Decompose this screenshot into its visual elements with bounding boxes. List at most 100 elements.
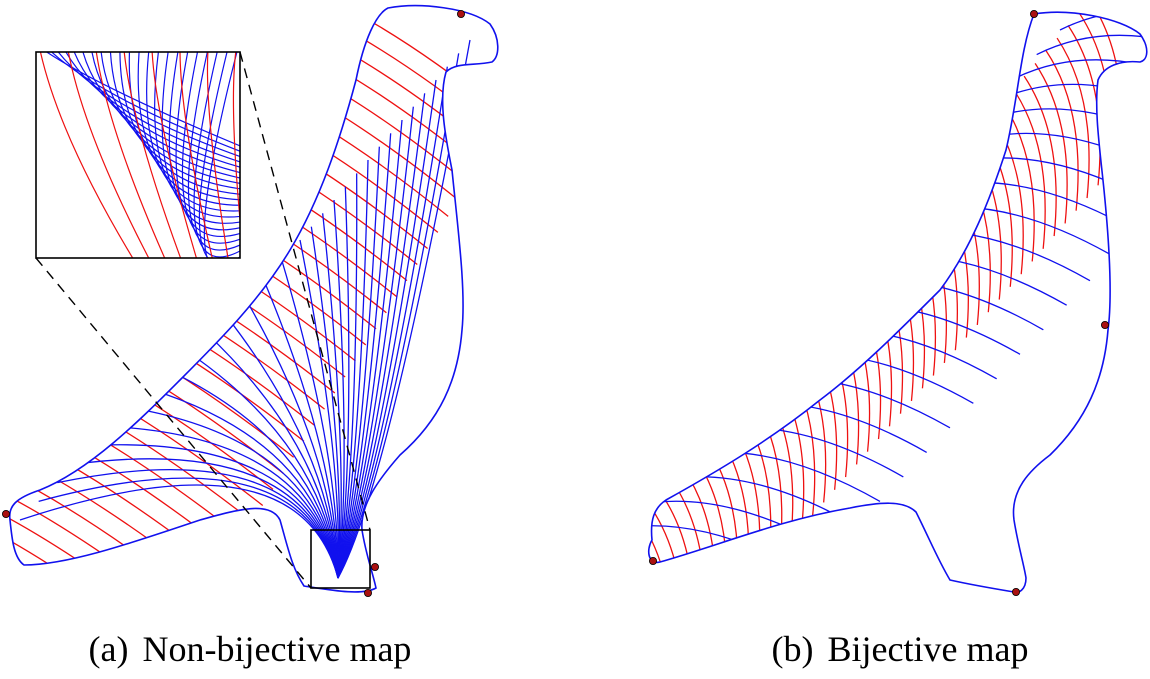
blue-grid-line	[262, 277, 339, 579]
red-grid-line	[135, 241, 346, 378]
inset-red-curve	[123, 52, 182, 258]
blue-grid-line	[337, 159, 369, 579]
blue-grid-line	[280, 258, 339, 579]
blue-grid-line	[648, 525, 811, 576]
blue-grid-line	[206, 332, 339, 579]
inset-blue-curve	[168, 52, 240, 231]
inset-blue-curve	[161, 52, 240, 224]
panel-b-blue-grid-lines	[648, 12, 1147, 576]
blue-grid-line	[94, 444, 339, 579]
blue-grid-line	[113, 426, 339, 579]
blue-grid-line	[310, 226, 341, 579]
landmark-dot	[456, 9, 465, 18]
blue-grid-line	[337, 133, 392, 579]
blue-grid-line	[943, 132, 1147, 184]
blue-grid-line	[187, 351, 339, 579]
blue-grid-line	[224, 314, 339, 579]
red-grid-line	[672, 481, 706, 593]
panel-a-zoom-leader-lines	[35, 51, 371, 589]
red-grid-line	[277, 36, 480, 169]
red-grid-line	[47, 367, 264, 506]
red-grid-line	[913, 202, 948, 363]
landmark-dot	[1012, 588, 1021, 597]
blue-grid-line	[337, 53, 460, 579]
caption-a-label: (a)	[88, 629, 129, 669]
blue-grid-line	[75, 458, 339, 579]
blue-grid-line	[299, 239, 340, 579]
inset-blue-curve	[181, 52, 240, 244]
panel-b-bijective	[647, 9, 1148, 597]
blue-grid-line	[919, 157, 1147, 208]
red-grid-line	[891, 227, 926, 389]
inset-blue-curve	[50, 52, 240, 152]
blue-grid-line	[873, 206, 1114, 257]
panel-b-landmarks	[649, 9, 1110, 597]
blue-grid-line	[663, 427, 904, 478]
landmark-dot	[370, 563, 379, 572]
blue-grid-line	[322, 213, 342, 579]
landmark-dot	[649, 557, 658, 566]
red-grid-line	[1034, 63, 1068, 224]
blue-grid-line	[243, 295, 339, 579]
caption-a: (a) Non-bijective map	[0, 628, 500, 676]
inset-red-curve	[151, 52, 198, 258]
inset-red-curve	[179, 52, 213, 258]
blue-grid-line	[57, 468, 339, 579]
inset-blue-curve	[203, 52, 238, 258]
blue-grid-line	[337, 106, 414, 579]
panel-a-zoom-region	[310, 529, 371, 589]
blue-grid-line	[1059, 12, 1147, 61]
landmark-dot	[363, 589, 372, 598]
panel-a-blue-grid-lines	[19, 39, 471, 579]
blue-grid-line	[38, 477, 339, 579]
blue-grid-line	[169, 370, 339, 579]
landmark-dot	[2, 509, 10, 518]
blue-grid-line	[337, 146, 380, 579]
red-grid-line	[102, 288, 315, 426]
red-grid-line	[91, 304, 305, 442]
red-grid-line	[1089, 12, 1123, 161]
inset-red-curve	[67, 52, 150, 258]
landmark-dot	[1030, 9, 1039, 18]
inset-blue-curve	[187, 52, 240, 251]
red-grid-line	[1023, 75, 1057, 237]
panel-a-bird-outline	[8, 4, 499, 593]
panel-b-bird-outline	[647, 11, 1148, 594]
blue-grid-line	[337, 119, 403, 579]
blue-grid-line	[337, 173, 358, 579]
red-grid-line	[9, 477, 192, 592]
inset-blue-curve	[57, 52, 240, 158]
blue-grid-line	[337, 186, 350, 579]
blue-grid-line	[150, 388, 339, 579]
blue-grid-line	[896, 181, 1137, 233]
red-grid-line	[287, 20, 490, 153]
inset-blue-curve	[198, 52, 240, 258]
red-grid-line	[1045, 50, 1079, 211]
blue-grid-line	[733, 353, 974, 404]
red-grid-line	[9, 493, 181, 592]
red-grid-line	[1056, 37, 1090, 199]
blue-grid-line	[19, 484, 339, 579]
caption-b-text: Bijective map	[827, 629, 1029, 669]
red-grid-line	[124, 257, 336, 394]
red-grid-line	[902, 215, 937, 376]
panel-a-zoom-inset	[35, 51, 241, 259]
red-grid-line	[298, 5, 498, 137]
red-grid-line	[37, 383, 253, 523]
blue-grid-line	[131, 407, 339, 579]
red-grid-line	[858, 265, 893, 427]
red-grid-line	[869, 253, 904, 414]
blue-grid-line	[648, 500, 834, 552]
blue-grid-line	[337, 79, 437, 579]
panel-b-red-grid-lines	[648, 12, 1123, 593]
landmark-dot	[1101, 320, 1110, 329]
blue-grid-line	[333, 199, 345, 579]
blue-grid-line	[337, 93, 426, 579]
red-grid-line	[935, 177, 969, 338]
blue-grid-line	[709, 378, 951, 429]
blue-grid-line	[648, 476, 857, 527]
caption-b: (b) Bijective map	[650, 628, 1150, 676]
blue-grid-line	[337, 66, 448, 579]
blue-grid-line	[337, 39, 471, 579]
